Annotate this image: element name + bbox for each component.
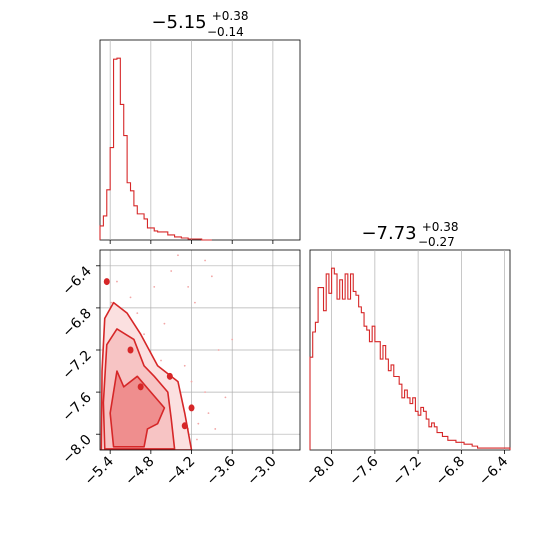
title-1-upper: +0.38 — [212, 9, 249, 23]
scatter-point — [160, 360, 162, 362]
scatter-point — [208, 412, 210, 414]
scatter-point — [194, 302, 196, 304]
title-1-lower: −0.14 — [207, 25, 244, 39]
marginal-histogram-2: −8.0 −7.6 −7.2 −6.8 −6.4 −7.73 +0.38 −0.27 — [303, 220, 511, 489]
scatter-point — [143, 333, 145, 335]
title-2-lower: −0.27 — [418, 235, 455, 249]
joint-tick-label-y: −6.4 — [59, 263, 94, 298]
scatter-point — [111, 302, 113, 304]
joint-contour-plot: −5.4 −4.8 −4.2 −3.6 −3.0 −6.4 −6.8 −7.2 −7.6 −8.0 — [59, 250, 300, 489]
scatter-point — [177, 254, 179, 256]
scatter-point — [191, 381, 193, 383]
title-2-upper: +0.38 — [422, 220, 459, 234]
title-2-median: −7.73 — [361, 223, 416, 244]
scatter-point — [187, 286, 189, 288]
title-1-median: −5.15 — [151, 12, 206, 33]
joint-tick-label-x: −3.6 — [204, 453, 239, 488]
contour-island — [182, 423, 187, 429]
scatter-point — [130, 296, 132, 298]
scatter-point — [170, 270, 172, 272]
scatter-point — [196, 439, 198, 441]
scatter-point — [197, 423, 199, 425]
panel-2-tick-label: −8.0 — [303, 454, 338, 489]
panel-1-frame — [100, 40, 300, 240]
joint-tick-label-y: −7.6 — [59, 390, 94, 425]
scatter-point — [218, 349, 220, 351]
contour-island — [189, 405, 194, 411]
scatter-point — [184, 365, 186, 367]
scatter-point — [136, 312, 138, 314]
joint-tick-label-y: −6.8 — [59, 305, 94, 340]
joint-tick-label-y: −7.2 — [59, 348, 94, 383]
contour-island — [138, 384, 143, 390]
scatter-point — [204, 391, 206, 393]
joint-tick-label-x: −5.4 — [82, 453, 117, 488]
panel-1-ticks — [110, 240, 273, 244]
contour-island — [104, 279, 109, 285]
scatter-point — [153, 286, 155, 288]
panel-2-ticks: −8.0 −7.6 −7.2 −6.8 −6.4 — [303, 450, 511, 489]
scatter-point — [211, 275, 213, 277]
joint-tick-label-x: −4.2 — [163, 454, 198, 489]
panel-2-tick-label: −6.8 — [433, 454, 468, 489]
joint-tick-label-y: −8.0 — [59, 432, 94, 467]
panel-2-tick-label: −6.4 — [476, 453, 511, 488]
contour-island — [128, 347, 133, 353]
joint-tick-label-x: −4.8 — [122, 454, 157, 489]
scatter-point — [225, 396, 227, 398]
scatter-point — [164, 323, 166, 325]
scatter-point — [231, 339, 233, 341]
scatter-point — [116, 281, 118, 283]
scatter-point — [204, 260, 206, 262]
panel-2-tick-label: −7.6 — [346, 453, 381, 488]
joint-tick-label-x: −3.0 — [244, 454, 279, 489]
marginal-histogram-1: −5.15 +0.38 −0.14 — [100, 9, 300, 244]
contour-island — [167, 373, 172, 379]
panel-2-tick-label: −7.2 — [390, 454, 425, 489]
scatter-point — [214, 428, 216, 430]
